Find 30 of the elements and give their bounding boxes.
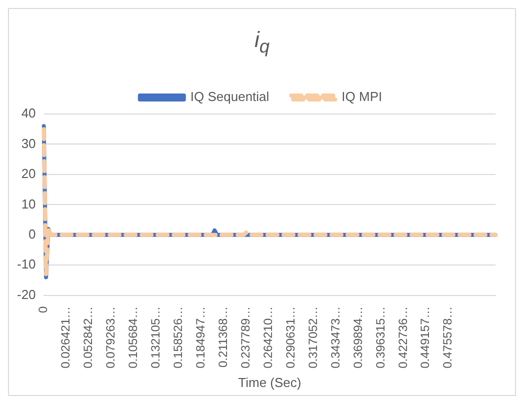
x-tick-label: 0.052842… xyxy=(81,306,96,368)
y-tick-label: 0 xyxy=(28,226,36,242)
x-tick-label: 0.211368… xyxy=(216,306,230,368)
x-tick-label: 0.396315… xyxy=(373,306,388,368)
x-tick-label: 0.105684… xyxy=(126,306,140,368)
x-tick-label: 0.369894… xyxy=(350,306,365,368)
x-tick-label: 0 xyxy=(36,306,50,314)
y-tick-label: 30 xyxy=(21,136,36,151)
x-tick-label: 0.422736… xyxy=(396,306,410,368)
x-tick-label: 0.449157… xyxy=(418,306,432,368)
x-tick-label: 0.237789… xyxy=(238,306,252,368)
y-tick-label: 40 xyxy=(21,106,36,121)
y-tick-label: 20 xyxy=(21,166,36,182)
x-tick-label: 0.132105… xyxy=(148,306,162,368)
x-tick-label: 0.290631… xyxy=(283,306,298,368)
x-tick-label: 0.264210… xyxy=(260,306,275,368)
y-tick-label: -10 xyxy=(16,256,36,272)
x-tick-label: 0.317052… xyxy=(306,306,320,368)
x-tick-label: 0.026421… xyxy=(58,306,73,368)
chart-title: i$_{q}$ xyxy=(253,26,271,58)
x-tick-label: 0.475578… xyxy=(440,306,455,368)
legend-label: IQ Sequential xyxy=(190,89,270,104)
y-tick-label: 10 xyxy=(21,196,36,212)
x-tick-label: 0.079263… xyxy=(104,306,118,368)
y-tick-label: -20 xyxy=(16,286,36,302)
x-axis-title: Time (Sec) xyxy=(238,374,302,390)
x-tick-label: 0.343473… xyxy=(328,306,342,368)
x-tick-label: 0.158526… xyxy=(170,306,185,368)
legend-label: IQ MPI xyxy=(342,89,382,104)
x-tick-label: 0.184947… xyxy=(193,306,208,368)
